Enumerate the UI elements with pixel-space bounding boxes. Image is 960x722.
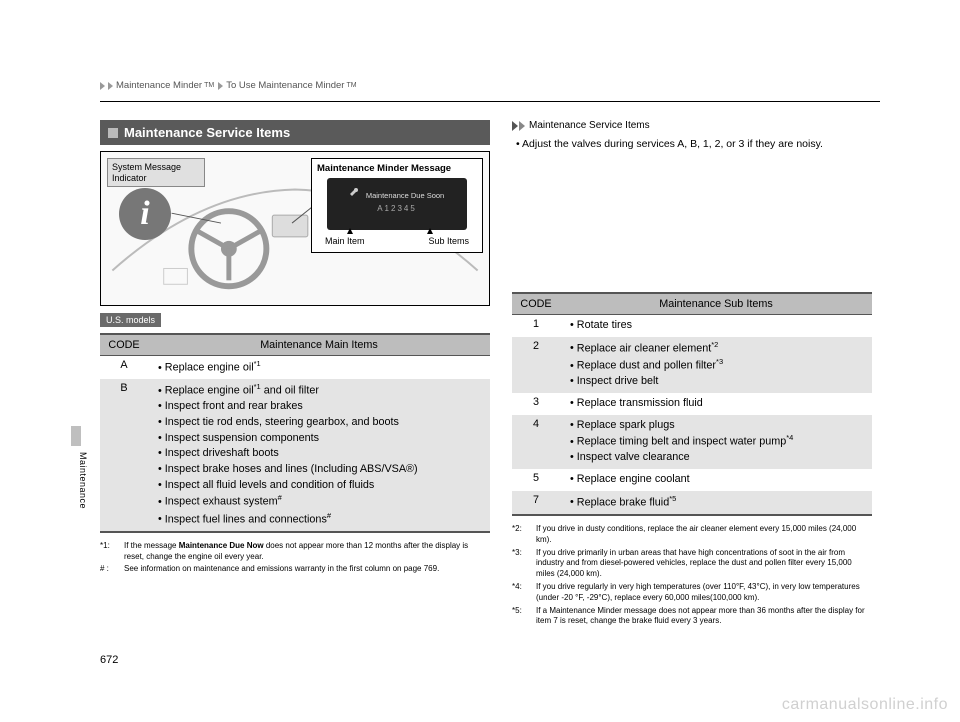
tm-sup: TM <box>346 82 356 89</box>
sub-items-table: CODE Maintenance Sub Items 1 Rotate tires… <box>512 292 872 516</box>
footnote: *5:If a Maintenance Minder message does … <box>512 606 872 628</box>
footnote: *1:If the message Maintenance Due Now do… <box>100 541 490 563</box>
list-item: Replace dust and pollen filter*3 <box>570 357 866 374</box>
code-cell: A <box>100 356 148 380</box>
list-item: Rotate tires <box>570 318 866 334</box>
table-row: A Replace engine oil*1 <box>100 356 490 380</box>
code-cell: 3 <box>512 393 560 415</box>
list-item: Inspect driveshaft boots <box>158 446 484 462</box>
list-item: Inspect brake hoses and lines (Including… <box>158 462 484 478</box>
items-cell: Replace air cleaner element*2Replace dus… <box>560 337 872 393</box>
arrow-up-icon <box>347 228 353 234</box>
list-item: Inspect exhaust system# <box>158 493 484 510</box>
code-cell: 5 <box>512 469 560 491</box>
list-item: Replace engine oil*1 <box>158 359 484 376</box>
breadcrumb-text: To Use Maintenance Minder <box>226 80 344 91</box>
code-cell: B <box>100 379 148 532</box>
table-row: 2Replace air cleaner element*2Replace du… <box>512 337 872 393</box>
side-label: Maintenance <box>78 452 88 509</box>
footnote: # :See information on maintenance and em… <box>100 564 490 575</box>
code-cell: 2 <box>512 337 560 393</box>
model-tag: U.S. models <box>100 313 161 327</box>
sub-items-label: Sub Items <box>428 236 469 246</box>
system-message-label: System Message Indicator <box>107 158 205 187</box>
divider <box>100 101 880 102</box>
footnotes-right: *2:If you drive in dusty conditions, rep… <box>512 524 872 627</box>
page-content: Maintenance MinderTM To Use Maintenance … <box>100 80 880 629</box>
th-items: Maintenance Sub Items <box>560 293 872 315</box>
items-cell: Replace engine coolant <box>560 469 872 491</box>
table-row: 4Replace spark plugsReplace timing belt … <box>512 415 872 470</box>
code-cell: 1 <box>512 315 560 337</box>
main-items-table: CODE Maintenance Main Items AReplace eng… <box>100 333 490 533</box>
code-cell: 7 <box>512 491 560 515</box>
items-cell: Replace spark plugsReplace timing belt a… <box>560 415 872 470</box>
list-item: Inspect tie rod ends, steering gearbox, … <box>158 415 484 431</box>
list-item: Replace spark plugs <box>570 418 866 434</box>
page-number: 672 <box>100 654 118 666</box>
list-item: Replace engine coolant <box>570 472 866 488</box>
list-item: Replace engine oil*1 and oil filter <box>158 382 484 399</box>
table-row: 5 Replace engine coolant <box>512 469 872 491</box>
list-item: Inspect drive belt <box>570 374 866 390</box>
mm-message-callout: Maintenance Minder Message Maintenance D… <box>311 158 483 253</box>
side-tab <box>71 426 81 446</box>
th-items: Maintenance Main Items <box>148 334 490 356</box>
list-item: Inspect valve clearance <box>570 450 866 466</box>
list-item: Inspect suspension components <box>158 431 484 447</box>
info-bullet: Adjust the valves during services A, B, … <box>512 137 872 152</box>
th-code: CODE <box>100 334 148 356</box>
main-item-label: Main Item <box>325 236 365 246</box>
footnote: *3:If you drive primarily in urban areas… <box>512 548 872 580</box>
list-item: Replace timing belt and inspect water pu… <box>570 433 866 450</box>
list-item: Replace brake fluid*5 <box>570 494 866 511</box>
mm-screen: Maintenance Due Soon A12345 <box>327 178 467 230</box>
footnote: *4:If you drive regularly in very high t… <box>512 582 872 604</box>
chevron-icon <box>218 82 223 90</box>
arrow-up-icon <box>427 228 433 234</box>
chevron-icon <box>512 121 518 131</box>
square-icon <box>108 128 118 138</box>
items-cell: Rotate tires <box>560 315 872 337</box>
items-cell: Replace engine oil*1 <box>148 356 490 380</box>
list-item: Replace transmission fluid <box>570 396 866 412</box>
items-cell: Replace transmission fluid <box>560 393 872 415</box>
footnotes-left: *1:If the message Maintenance Due Now do… <box>100 541 490 575</box>
screen-line1: Maintenance Due Soon <box>366 191 444 200</box>
th-code: CODE <box>512 293 560 315</box>
breadcrumb-text: Maintenance Minder <box>116 80 202 91</box>
sys-msg-text: System Message Indicator <box>112 162 181 183</box>
chevron-icon <box>100 82 105 90</box>
info-heading-text: Maintenance Service Items <box>529 120 650 131</box>
items-cell: Replace brake fluid*5 <box>560 491 872 515</box>
dashboard-diagram: System Message Indicator Maintenance Min… <box>100 151 490 306</box>
info-icon <box>119 188 171 240</box>
section-title-text: Maintenance Service Items <box>124 125 290 140</box>
wrench-icon <box>350 188 360 198</box>
list-item: Replace air cleaner element*2 <box>570 340 866 357</box>
table-row: 1 Rotate tires <box>512 315 872 337</box>
section-title: Maintenance Service Items <box>100 120 490 145</box>
chevron-icon <box>108 82 113 90</box>
breadcrumb: Maintenance MinderTM To Use Maintenance … <box>100 80 880 91</box>
screen-line2: A12345 <box>327 204 467 213</box>
list-item: Inspect front and rear brakes <box>158 399 484 415</box>
table-row: 3 Replace transmission fluid <box>512 393 872 415</box>
items-cell: Replace engine oil*1 and oil filterInspe… <box>148 379 490 532</box>
footnote: *2:If you drive in dusty conditions, rep… <box>512 524 872 546</box>
info-heading: Maintenance Service Items <box>512 120 872 131</box>
chevron-icon <box>519 121 525 131</box>
list-item: Inspect fuel lines and connections# <box>158 511 484 528</box>
tm-sup: TM <box>204 82 214 89</box>
list-item: Inspect all fluid levels and condition o… <box>158 478 484 494</box>
table-row: 7 Replace brake fluid*5 <box>512 491 872 515</box>
code-cell: 4 <box>512 415 560 470</box>
watermark: carmanualsonline.info <box>782 696 948 714</box>
table-row: BReplace engine oil*1 and oil filterInsp… <box>100 379 490 532</box>
mm-msg-title: Maintenance Minder Message <box>317 163 477 174</box>
